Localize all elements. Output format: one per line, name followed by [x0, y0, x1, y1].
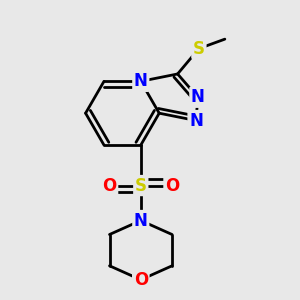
Text: O: O	[134, 271, 148, 289]
Text: O: O	[102, 177, 117, 195]
Text: N: N	[134, 72, 148, 90]
Text: O: O	[165, 177, 179, 195]
Text: N: N	[134, 212, 148, 230]
Text: S: S	[193, 40, 205, 58]
Text: N: N	[191, 88, 205, 106]
Text: N: N	[189, 112, 203, 130]
Text: S: S	[135, 177, 147, 195]
